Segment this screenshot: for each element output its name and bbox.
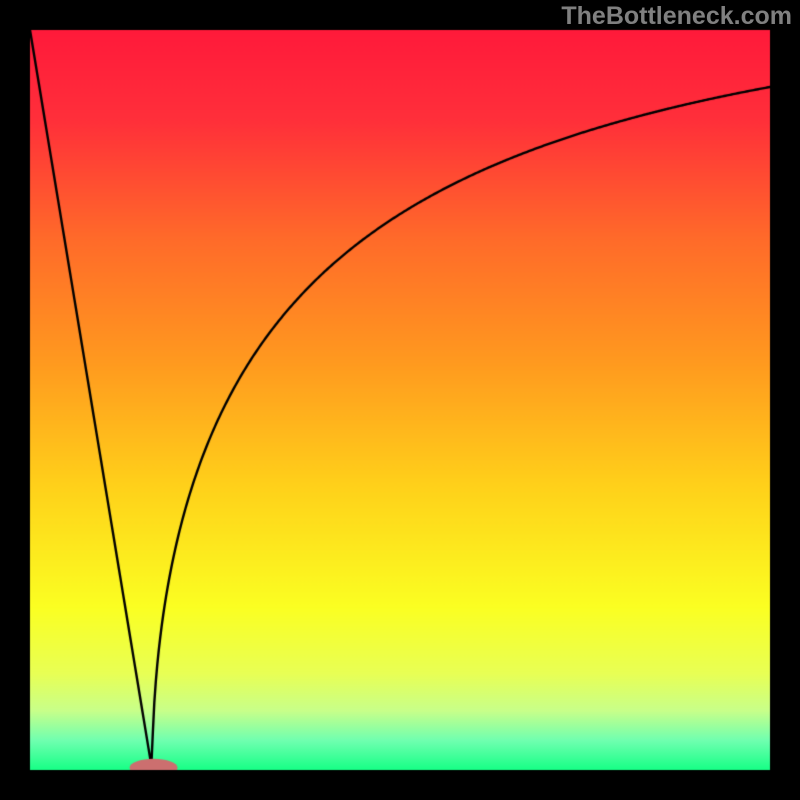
chart-stage: TheBottleneck.com <box>0 0 800 800</box>
watermark-text: TheBottleneck.com <box>561 2 792 31</box>
bottleneck-chart-canvas <box>0 0 800 800</box>
